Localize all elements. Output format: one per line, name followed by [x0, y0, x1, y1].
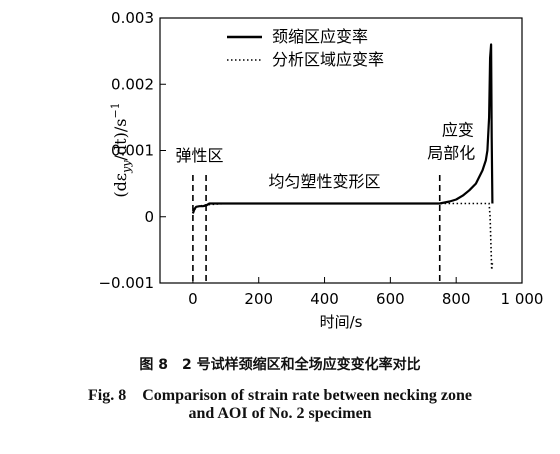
legend-label: 颈缩区应变率: [272, 27, 368, 46]
figure-caption-english-line2: and AOI of No. 2 specimen: [188, 405, 372, 422]
region-annotation: 均匀塑性变形区: [269, 172, 381, 191]
x-tick-label: 1 000: [501, 290, 544, 308]
legend-label: 分析区域应变率: [272, 50, 384, 69]
x-tick-label: 0: [188, 290, 198, 308]
x-axis-label: 时间/s: [320, 313, 363, 331]
y-axis-label: (dεyy/dt)/s−1: [109, 102, 133, 197]
series-line-analysis-area: [192, 202, 494, 270]
x-tick-label: 400: [310, 290, 339, 308]
region-divider-lines: [192, 175, 441, 283]
y-tick-label: −0.001: [98, 274, 154, 292]
figure-caption-english-line1: Fig. 8 Comparison of strain rate between…: [88, 387, 472, 404]
region-annotation: 局部化: [427, 143, 475, 162]
y-axis-ticks: −0.001 0 0.001 0.002 0.003: [98, 9, 166, 292]
x-axis-ticks: 0 200 400 600 800 1 000: [188, 277, 543, 308]
y-tick-label: 0.003: [111, 9, 154, 27]
y-tick-label: 0.001: [111, 142, 154, 160]
y-tick-label: 0.002: [111, 75, 154, 93]
data-series: [191, 43, 494, 270]
strain-rate-chart: −0.001 0 0.001 0.002 0.003 0 200 400 600 800 1 00…: [98, 9, 543, 331]
y-tick-label: 0: [144, 208, 154, 226]
x-tick-label: 800: [442, 290, 471, 308]
x-tick-label: 600: [376, 290, 405, 308]
figure-caption-chinese: 图 8 2 号试样颈缩区和全场应变变化率对比: [139, 357, 421, 373]
region-annotation: 应变: [442, 120, 474, 139]
region-annotation: 弹性区: [175, 146, 223, 165]
x-tick-label: 200: [244, 290, 273, 308]
